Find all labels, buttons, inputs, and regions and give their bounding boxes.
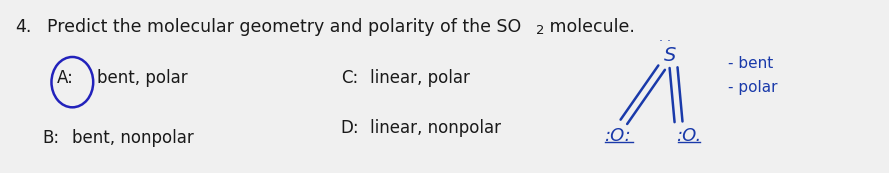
Text: linear, polar: linear, polar [371, 69, 470, 87]
Text: :O.: :O. [677, 127, 701, 145]
Text: 4.: 4. [15, 18, 31, 36]
Text: molecule.: molecule. [544, 18, 636, 36]
Text: linear, nonpolar: linear, nonpolar [371, 119, 501, 137]
Text: C:: C: [340, 69, 358, 87]
Text: A:: A: [56, 69, 73, 87]
Text: 2: 2 [536, 24, 545, 37]
Text: Predict the molecular geometry and polarity of the SO: Predict the molecular geometry and polar… [47, 18, 522, 36]
Text: D:: D: [340, 119, 359, 137]
Text: - bent: - bent [728, 56, 773, 71]
Text: · ·: · · [659, 35, 670, 48]
Text: B:: B: [43, 129, 60, 147]
Text: bent, polar: bent, polar [97, 69, 188, 87]
Text: - polar: - polar [728, 80, 778, 95]
Text: :O:: :O: [604, 127, 631, 145]
Text: S: S [663, 46, 676, 65]
Text: bent, nonpolar: bent, nonpolar [72, 129, 194, 147]
